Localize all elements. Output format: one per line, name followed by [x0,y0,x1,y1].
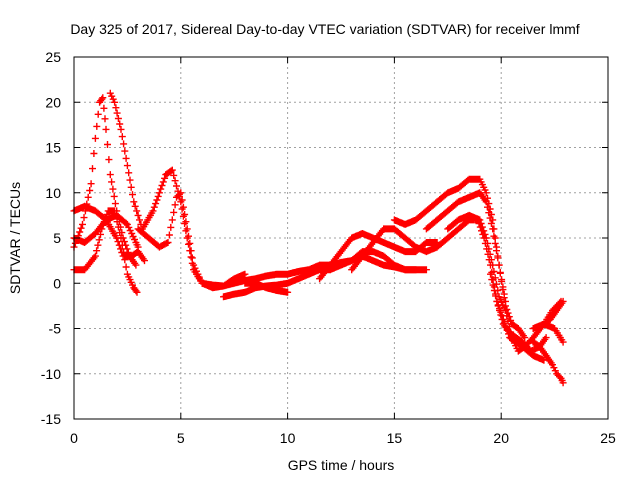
chart-title: Day 325 of 2017, Sidereal Day-to-day VTE… [70,21,579,37]
y-tick-label: -15 [41,411,61,427]
data-point-markers [529,338,567,387]
data-point-markers [316,230,441,283]
x-tick-label: 20 [493,430,509,446]
data-point-markers [422,189,529,342]
data-point-markers [106,89,206,287]
y-tick-label: 15 [45,140,61,156]
x-axis-label: GPS time / hours [288,457,395,473]
y-axis-label: SDTVAR / TECUs [7,182,23,294]
y-tick-label: 25 [45,49,61,65]
x-tick-label: 10 [280,430,296,446]
y-tick-label: 10 [45,185,61,201]
x-tick-label: 0 [70,430,78,446]
y-tick-label: 5 [53,230,61,246]
tick-layer: 0 5 10 15 20 25 -15 -10 -5 0 5 10 15 20 25 [41,49,616,446]
data-series [241,279,292,296]
x-tick-label: 5 [177,430,185,446]
data-point-markers [487,270,550,355]
data-series [422,189,529,342]
data-series [529,338,567,387]
x-tick-label: 25 [600,430,616,446]
x-tick-label: 15 [387,430,403,446]
data-series [487,270,550,355]
data-point-markers [241,279,292,296]
data-series [540,297,567,328]
grid-layer [74,57,608,419]
data-series [106,89,206,287]
y-tick-label: 20 [45,94,61,110]
data-series [316,230,441,283]
y-tick-label: -10 [41,366,61,382]
data-layer [70,89,567,387]
data-point-markers [540,297,567,328]
y-tick-label: 0 [53,275,61,291]
y-tick-label: -5 [49,321,62,337]
